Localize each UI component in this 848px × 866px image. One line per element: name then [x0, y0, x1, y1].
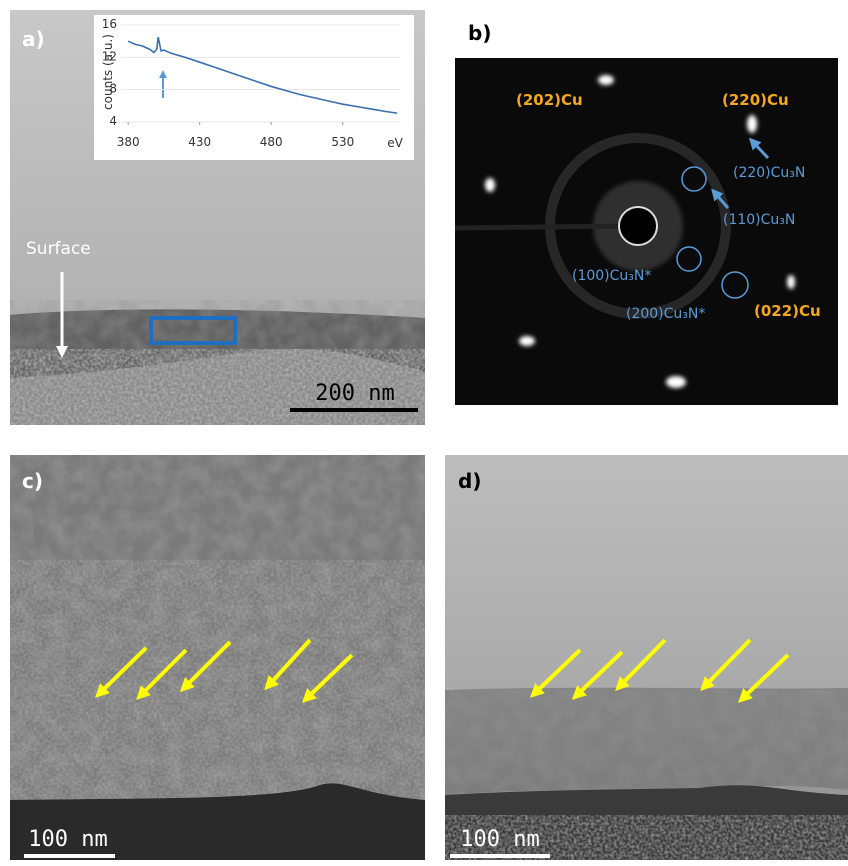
y-tick-label: 12	[102, 49, 117, 63]
texture	[10, 560, 425, 800]
spot-label: (202)Cu	[516, 91, 583, 109]
scale-label: 200 nm	[315, 381, 394, 406]
y-tick-label: 8	[109, 82, 117, 96]
inset-bg	[94, 15, 414, 160]
panel-label: c)	[22, 469, 43, 493]
panel-label: b)	[468, 21, 491, 45]
beam-stop	[454, 223, 631, 231]
texture	[445, 690, 848, 795]
x-unit: eV	[387, 136, 403, 150]
spots	[485, 75, 795, 388]
y-axis-label: counts (a.u.)	[101, 34, 115, 110]
spot-label: (100)Cu₃N*	[572, 268, 651, 284]
spot-label: (110)Cu₃N	[723, 212, 795, 228]
highlight-box	[149, 316, 237, 345]
panel-label: a)	[22, 27, 45, 51]
arrows	[94, 638, 354, 703]
spot-label: (220)Cu₃N	[733, 165, 805, 181]
y-tick-label: 16	[102, 17, 117, 31]
x-tick-label: 530	[331, 135, 354, 149]
spot-label: (022)Cu	[754, 302, 821, 320]
beam-stop-disc	[618, 206, 658, 246]
spectrum-line	[127, 36, 398, 114]
substrate	[10, 783, 425, 860]
x-tick-label: 380	[117, 135, 140, 149]
arrow	[748, 137, 770, 160]
panel-c: c) 100 nm	[10, 455, 425, 860]
panel-a: Surface 200 nm a) counts (a.u.) eV 4 8 12 1…	[10, 10, 425, 425]
panel-d: d) 100 nm	[445, 455, 848, 860]
substrate-noise	[445, 815, 848, 860]
scale-label: 100 nm	[28, 827, 107, 852]
y-tick-label: 4	[109, 114, 117, 128]
spot-label: (220)Cu	[722, 91, 789, 109]
inset-chart: counts (a.u.) eV 4 8 12 16 380 430 480 530	[94, 15, 414, 160]
panel-b: b) (202)Cu (220)Cu (220)Cu₃N (110)Cu₃N (…	[454, 21, 838, 405]
annotation: Surface	[26, 239, 91, 259]
arrow	[711, 188, 730, 209]
ring-markers	[676, 166, 749, 299]
arrows	[529, 638, 790, 703]
panel-label: d)	[458, 469, 481, 493]
scale-label: 100 nm	[460, 827, 539, 852]
x-tick-label: 430	[188, 135, 211, 149]
x-tick-label: 480	[260, 135, 283, 149]
spot-label: (200)Cu₃N*	[626, 306, 705, 322]
substrate-noise	[10, 349, 425, 425]
